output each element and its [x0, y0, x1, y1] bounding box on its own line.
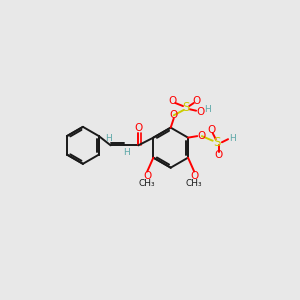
Text: O: O	[169, 110, 178, 119]
Text: O: O	[196, 107, 205, 117]
Text: CH₃: CH₃	[186, 179, 202, 188]
Text: O: O	[143, 171, 151, 181]
Text: H: H	[105, 134, 112, 143]
Text: S: S	[214, 136, 221, 149]
Text: O: O	[215, 150, 223, 160]
Text: H: H	[123, 148, 130, 157]
Text: O: O	[193, 96, 201, 106]
Text: S: S	[182, 101, 190, 114]
Text: H: H	[204, 105, 211, 114]
Text: O: O	[207, 125, 215, 135]
Text: O: O	[197, 131, 205, 141]
Text: O: O	[134, 123, 142, 134]
Text: H: H	[229, 134, 236, 143]
Text: CH₃: CH₃	[139, 179, 155, 188]
Text: O: O	[168, 96, 176, 106]
Text: O: O	[190, 171, 198, 181]
